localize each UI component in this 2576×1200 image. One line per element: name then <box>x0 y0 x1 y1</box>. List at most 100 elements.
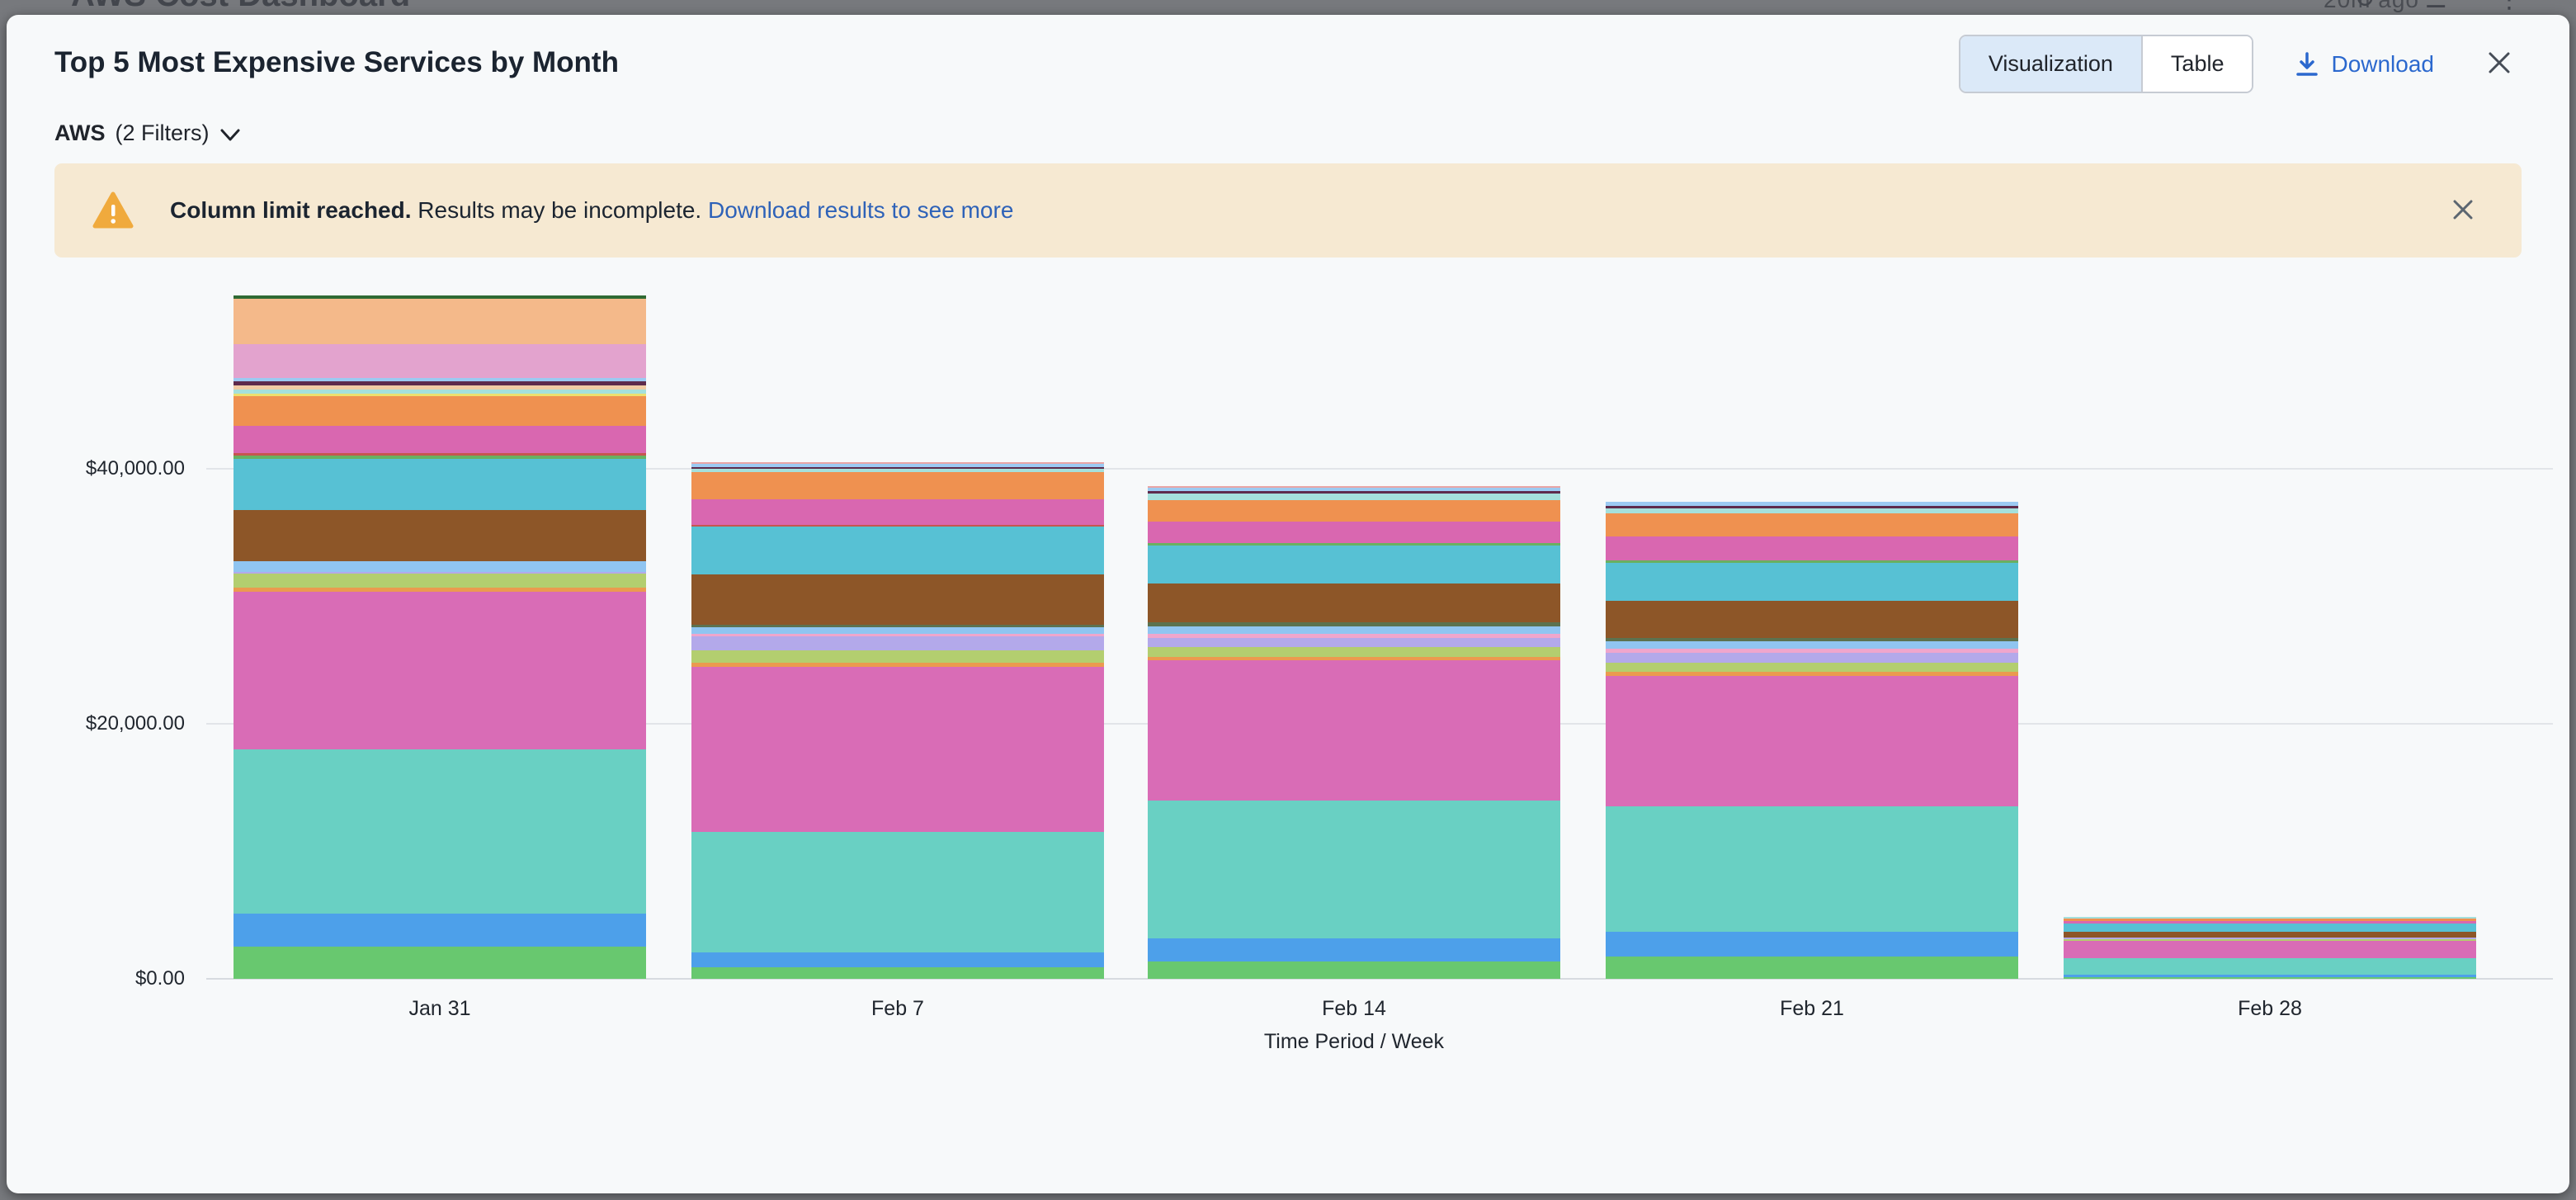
bar-segment-magenta-medium[interactable] <box>691 499 1104 525</box>
bar-segment-green[interactable] <box>1148 961 1560 979</box>
bar-segment-maroon-thin[interactable] <box>1148 491 1560 494</box>
bar-segment-yellow-green[interactable] <box>234 574 646 588</box>
bar-segment-light-blue-thin[interactable] <box>234 377 646 381</box>
bar-segment-peach-thin[interactable] <box>234 385 646 390</box>
bar-segment-blue[interactable] <box>234 914 646 947</box>
bar-segment-olive-thin[interactable] <box>1148 622 1560 627</box>
bar-segment-aqua-thin[interactable] <box>234 389 646 394</box>
bar-segment-light-blue[interactable] <box>691 627 1104 634</box>
last-refreshed-timestamp: 20m ago <box>2324 0 2419 13</box>
bar-segment-aqua-thin[interactable] <box>691 469 1104 473</box>
bar-segment-lavender[interactable] <box>1606 653 2018 663</box>
bar-segment-green[interactable] <box>1606 956 2018 979</box>
bar-segment-light-blue[interactable] <box>1606 641 2018 649</box>
bar-segment-salmon-thin[interactable] <box>691 461 1104 465</box>
bar-segment-blue[interactable] <box>1148 938 1560 961</box>
bar-segment-light-blue[interactable] <box>234 561 646 573</box>
bar-segment-orange-thin[interactable] <box>234 587 646 593</box>
bar-segment-orange-medium[interactable] <box>1148 500 1560 522</box>
bar-segment-peach[interactable] <box>234 298 646 345</box>
tab-table[interactable]: Table <box>2142 36 2253 92</box>
bar-segment-pink-thin[interactable] <box>691 633 1104 637</box>
download-button[interactable]: Download <box>2290 50 2439 78</box>
bar-segment-dark-green-thin[interactable] <box>234 295 646 299</box>
bar-segment-orange-thin[interactable] <box>1606 672 2018 676</box>
bar-segment-brown[interactable] <box>234 509 646 562</box>
bar-segment-green[interactable] <box>234 946 646 979</box>
modal-close-button[interactable] <box>2482 45 2517 83</box>
bar-segment-light-blue-thin[interactable] <box>1148 488 1560 492</box>
bar-segment-turquoise[interactable] <box>2064 958 2476 975</box>
bar-segment-aqua-thin[interactable] <box>2064 917 2476 919</box>
bar-segment-green-thin[interactable] <box>1148 543 1560 546</box>
banner-close-button[interactable] <box>2446 196 2480 225</box>
bar-segment-magenta-medium[interactable] <box>1606 536 2018 560</box>
bar-segment-brown[interactable] <box>1606 601 2018 638</box>
y-tick-label: $20,000.00 <box>85 712 185 735</box>
bar-segment-green[interactable] <box>691 967 1104 979</box>
bar-segment-lavender[interactable] <box>691 636 1104 651</box>
bar-segment-magenta-large[interactable] <box>1606 675 2018 806</box>
bar-segment-olive-thin[interactable] <box>1606 637 2018 642</box>
bar-segment-magenta-medium[interactable] <box>1148 521 1560 544</box>
bar-segment-lavender[interactable] <box>234 572 646 574</box>
bar-segment-aqua-thin[interactable] <box>1606 508 2018 513</box>
bar-segment-turquoise[interactable] <box>1148 801 1560 939</box>
bar-segment-brown[interactable] <box>691 574 1104 625</box>
bar-segment-cyan[interactable] <box>1148 546 1560 584</box>
banner-download-link[interactable]: Download results to see more <box>708 197 1014 223</box>
bar-segment-yellow-thin[interactable] <box>234 393 646 396</box>
bar-segment-magenta-large[interactable] <box>691 667 1104 832</box>
bar-segment-yellow-green[interactable] <box>2064 939 2476 942</box>
download-label: Download <box>2331 50 2434 77</box>
bar-segment-brown[interactable] <box>2064 932 2476 938</box>
bar-segment-maroon-thin[interactable] <box>234 380 646 385</box>
bar-segment-green-thin[interactable] <box>1606 560 2018 563</box>
tab-visualization[interactable]: Visualization <box>1960 36 2143 92</box>
bar-segment-light-blue-thin[interactable] <box>1606 502 2018 507</box>
bar-segment-magenta-large[interactable] <box>2064 941 2476 959</box>
bar-segment-green-thin[interactable] <box>234 456 646 459</box>
bar-segment-magenta-medium[interactable] <box>234 426 646 454</box>
bar-segment-yellow-green[interactable] <box>1148 646 1560 657</box>
bar-segment-blue[interactable] <box>691 952 1104 968</box>
bar-segment-red-thin[interactable] <box>234 453 646 456</box>
filter-dropdown[interactable]: AWS (2 Filters) <box>54 120 241 146</box>
bar-segment-plum[interactable] <box>234 344 646 378</box>
bar-segment-salmon-thin[interactable] <box>1148 485 1560 489</box>
bar-segment-olive-thin[interactable] <box>691 624 1104 628</box>
bar-segment-orange-thin[interactable] <box>691 663 1104 668</box>
bar-segment-turquoise[interactable] <box>234 749 646 914</box>
bar-segment-orange-medium[interactable] <box>1606 513 2018 537</box>
bar-segment-cyan[interactable] <box>1606 562 2018 602</box>
bar-segment-orange-medium[interactable] <box>234 395 646 427</box>
bar-segment-blue[interactable] <box>1606 931 2018 957</box>
banner-message: Results may be incomplete. <box>411 197 708 223</box>
bar-segment-green[interactable] <box>2064 976 2476 979</box>
bar-segment-yellow-green[interactable] <box>691 650 1104 664</box>
bar-segment-orange-medium[interactable] <box>691 472 1104 500</box>
bar-segment-maroon-thin[interactable] <box>691 466 1104 470</box>
bar-segment-lavender[interactable] <box>1148 638 1560 647</box>
bar-segment-magenta-large[interactable] <box>234 592 646 749</box>
bar-segment-pink-thin[interactable] <box>1148 633 1560 639</box>
bar-segment-orange-medium[interactable] <box>2064 919 2476 922</box>
bar-segment-light-blue-thin[interactable] <box>691 464 1104 467</box>
bar-segment-turquoise[interactable] <box>1606 806 2018 932</box>
bar-segment-yellow-green[interactable] <box>1606 662 2018 673</box>
bar-segment-orange-thin[interactable] <box>1148 656 1560 661</box>
bar-segment-red-thin[interactable] <box>691 524 1104 527</box>
bar-segment-magenta-medium[interactable] <box>2064 921 2476 924</box>
bar-segment-brown[interactable] <box>1148 583 1560 623</box>
bar-segment-aqua-thin[interactable] <box>1148 494 1560 501</box>
bar-segment-cyan[interactable] <box>234 458 646 510</box>
bar-segment-magenta-large[interactable] <box>1148 660 1560 801</box>
bar-segment-cyan[interactable] <box>691 527 1104 574</box>
bar-segment-light-blue[interactable] <box>1148 626 1560 634</box>
bar-segment-pink-thin[interactable] <box>1606 648 2018 654</box>
bar-segment-maroon-thin[interactable] <box>1606 506 2018 508</box>
bar-segment-turquoise[interactable] <box>691 831 1104 953</box>
bar-segment-lavender[interactable] <box>2064 938 2476 940</box>
bar-segment-blue[interactable] <box>2064 974 2476 977</box>
bar-segment-cyan[interactable] <box>2064 924 2476 933</box>
